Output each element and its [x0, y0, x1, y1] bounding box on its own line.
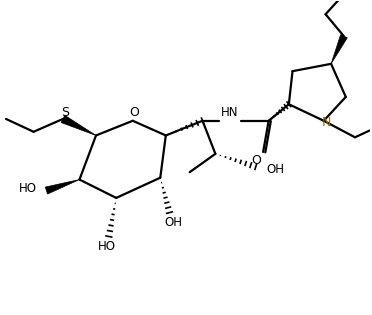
Text: HN: HN — [221, 106, 239, 119]
Text: OH: OH — [164, 216, 182, 229]
Text: O: O — [129, 106, 139, 119]
Polygon shape — [331, 35, 347, 64]
Text: S: S — [61, 106, 69, 119]
Text: HO: HO — [98, 240, 116, 253]
Polygon shape — [45, 180, 80, 194]
Text: OH: OH — [266, 163, 284, 176]
Polygon shape — [61, 115, 96, 135]
Text: HO: HO — [19, 182, 37, 195]
Text: N: N — [322, 116, 331, 129]
Text: O: O — [251, 154, 262, 167]
